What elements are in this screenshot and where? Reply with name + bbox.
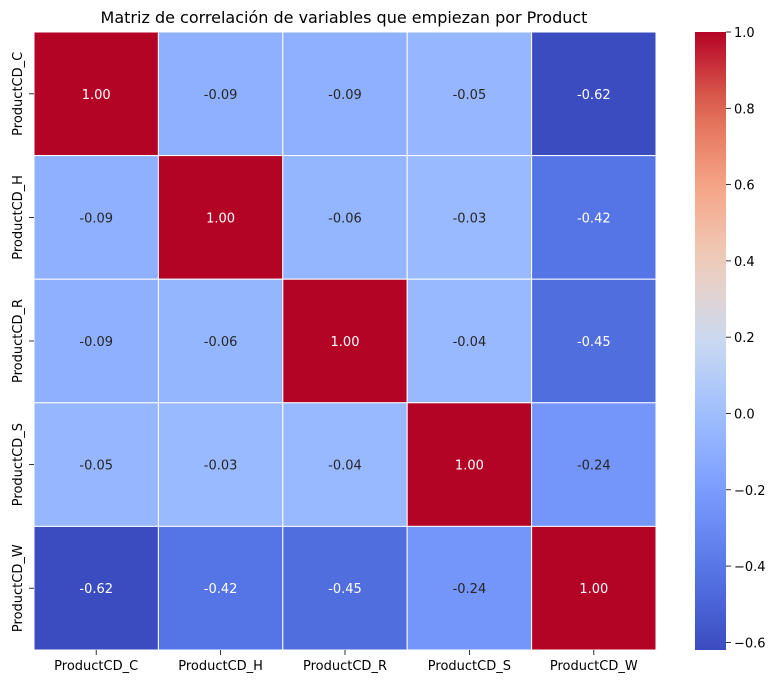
cell-value-label: -0.06 xyxy=(328,211,362,226)
heatmap-cell xyxy=(406,31,533,157)
heatmap-cell xyxy=(282,525,408,651)
colorbar-tick-label: 0.0 xyxy=(734,407,755,422)
heatmap-cell xyxy=(406,278,533,404)
cell-value-label: -0.45 xyxy=(577,335,611,350)
cell-value-label: -0.62 xyxy=(577,88,611,103)
cell-value-label: -0.45 xyxy=(328,582,362,597)
chart-title: Matriz de correlación de variables que e… xyxy=(101,8,588,27)
colorbar-tick-label: −0.2 xyxy=(734,484,766,499)
cell-value-label: 1.00 xyxy=(331,335,360,350)
cell-value-label: -0.05 xyxy=(79,459,113,474)
heatmap-cell xyxy=(282,402,408,527)
colorbar-tick-label: 0.4 xyxy=(734,255,755,270)
cell-value-label: -0.09 xyxy=(79,211,113,226)
colorbar-tick-label: −0.4 xyxy=(734,560,766,575)
cell-value-label: 1.00 xyxy=(82,88,111,103)
cell-value-label: -0.03 xyxy=(204,459,238,474)
y-tick-label: ProductCD_C xyxy=(11,52,26,136)
cell-value-label: -0.05 xyxy=(453,88,487,103)
heatmap-cell xyxy=(33,31,159,157)
heatmap-cell xyxy=(531,525,657,651)
cell-value-label: -0.24 xyxy=(453,582,487,597)
colorbar-tick-label: 0.8 xyxy=(734,102,755,117)
colorbar: 1.0 0.8 0.6 0.4 0.2 0.0 −0.2 −0.4 −0.6 xyxy=(695,26,766,651)
cell-value-label: 1.00 xyxy=(206,211,235,226)
heatmap-cell xyxy=(282,31,408,157)
cell-value-label: -0.42 xyxy=(577,211,611,226)
colorbar-tick-label: 1.0 xyxy=(734,26,755,41)
colorbar-tick-label: 0.2 xyxy=(734,331,755,346)
y-tick-label: ProductCD_W xyxy=(11,544,26,632)
cell-value-label: 1.00 xyxy=(455,459,484,474)
y-tick-label: ProductCD_S xyxy=(11,423,26,506)
heatmap-cell xyxy=(157,31,284,157)
heatmap-cell-labels: 1.00 -0.09 -0.09 -0.05 -0.62 -0.09 1.00 -0.06 -0… xyxy=(79,88,610,597)
x-tick-label: ProductCD_H xyxy=(178,659,263,674)
colorbar-gradient xyxy=(695,32,726,650)
heatmap-cell xyxy=(157,278,284,404)
heatmap-cell xyxy=(157,402,284,527)
cell-value-label: 1.00 xyxy=(579,582,608,597)
cell-value-label: -0.09 xyxy=(328,88,362,103)
heatmap-cell xyxy=(531,155,657,280)
x-tick-label: ProductCD_S xyxy=(428,659,511,674)
cell-value-label: -0.04 xyxy=(453,335,487,350)
heatmap-cell xyxy=(531,402,657,527)
cell-value-label: -0.04 xyxy=(328,459,362,474)
y-tick-label: ProductCD_R xyxy=(11,299,26,383)
heatmap-cell xyxy=(282,155,408,280)
heatmap-cell xyxy=(531,278,657,404)
colorbar-tick-label: −0.6 xyxy=(734,636,766,651)
heatmap-cell xyxy=(33,155,159,280)
x-tick-label: ProductCD_W xyxy=(550,659,638,674)
heatmap-cell xyxy=(531,31,657,157)
heatmap-cell xyxy=(282,278,408,404)
cell-value-label: -0.42 xyxy=(204,582,238,597)
y-tick-label: ProductCD_H xyxy=(11,175,26,260)
heatmap-cells xyxy=(33,31,657,651)
cell-value-label: -0.09 xyxy=(79,335,113,350)
cell-value-label: -0.09 xyxy=(204,88,238,103)
cell-value-label: -0.24 xyxy=(577,459,611,474)
heatmap-cell xyxy=(406,402,533,527)
heatmap-cell xyxy=(157,525,284,651)
cell-value-label: -0.06 xyxy=(204,335,238,350)
cell-value-label: -0.03 xyxy=(453,211,487,226)
y-axis: ProductCD_C ProductCD_H ProductCD_R Product… xyxy=(11,52,34,632)
x-tick-label: ProductCD_C xyxy=(54,659,138,674)
colorbar-tick-label: 0.6 xyxy=(734,179,755,194)
cell-value-label: -0.62 xyxy=(79,582,113,597)
heatmap-cell xyxy=(33,525,159,651)
x-axis: ProductCD_C ProductCD_H ProductCD_R Product… xyxy=(54,650,638,674)
x-tick-label: ProductCD_R xyxy=(303,659,387,674)
